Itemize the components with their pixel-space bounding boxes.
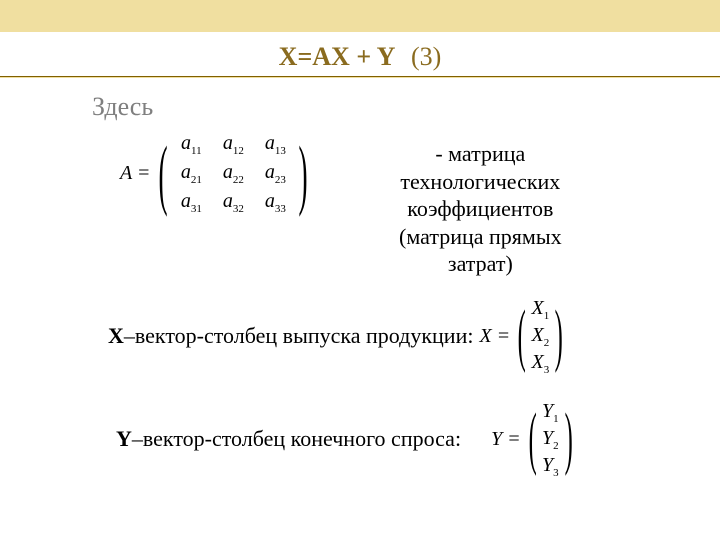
line-x-dash: –	[124, 323, 135, 349]
equation-number: (3)	[411, 42, 441, 71]
equation-text: X=AX + Y	[279, 42, 395, 71]
lparen-icon: (	[518, 301, 526, 371]
matrix-cell: a31	[170, 188, 212, 217]
vector-cell: Y3	[538, 453, 563, 480]
line-x-lead: X	[108, 323, 124, 349]
matrix-cell: a33	[254, 188, 296, 217]
divider-light	[0, 77, 720, 78]
top-bar	[0, 0, 720, 32]
vector-cell: Y1	[538, 399, 563, 426]
line-y-lead: Y	[116, 426, 132, 452]
line-y-dash: –	[132, 426, 143, 452]
line-x: X – вектор-столбец выпуска продукции: X …	[108, 296, 720, 377]
lparen-icon: (	[528, 404, 536, 474]
vector-x-lhs: X =	[479, 325, 510, 348]
line-y: Y – вектор-столбец конечного спроса: Y =…	[116, 399, 720, 480]
rparen-icon: )	[555, 301, 563, 371]
vector-x-cells: X1X2X3	[528, 296, 554, 377]
line-x-tail: вектор-столбец выпуска продукции:	[135, 323, 474, 349]
rparen-icon: )	[299, 135, 308, 213]
vector-cell: X2	[528, 323, 554, 350]
matrix-a-row: A = ( a11a12a13 a21a22a23 a31a32a33 ) - ма…	[120, 130, 720, 278]
matrix-a-lhs: A =	[120, 162, 150, 185]
here-label: Здесь	[92, 92, 720, 122]
vector-cell: X3	[528, 350, 554, 377]
matrix-cell: a32	[212, 188, 254, 217]
matrix-cell: a23	[254, 159, 296, 188]
matrix-cell: a21	[170, 159, 212, 188]
matrix-a-cells: a11a12a13 a21a22a23 a31a32a33	[170, 130, 296, 217]
vector-y-cells: Y1Y2Y3	[538, 399, 563, 480]
rparen-icon: )	[564, 404, 572, 474]
matrix-a-description: - матрицатехнологическихкоэффициентов(ма…	[350, 140, 610, 278]
matrix-a: A = ( a11a12a13 a21a22a23 a31a32a33 )	[120, 130, 310, 217]
vector-y-lhs: Y =	[491, 428, 521, 451]
vector-cell: X1	[528, 296, 554, 323]
vector-y: Y = ( Y1Y2Y3 )	[491, 399, 574, 480]
lparen-icon: (	[159, 135, 168, 213]
matrix-cell: a12	[212, 130, 254, 159]
matrix-cell: a11	[170, 130, 212, 159]
main-equation: X=AX + Y (3)	[0, 32, 720, 76]
line-y-tail: вектор-столбец конечного спроса:	[143, 426, 461, 452]
slide: X=AX + Y (3) Здесь A = ( a11a12a13 a21a22…	[0, 0, 720, 540]
vector-x: X = ( X1X2X3 )	[479, 296, 564, 377]
matrix-cell: a22	[212, 159, 254, 188]
matrix-cell: a13	[254, 130, 296, 159]
vector-cell: Y2	[538, 426, 563, 453]
